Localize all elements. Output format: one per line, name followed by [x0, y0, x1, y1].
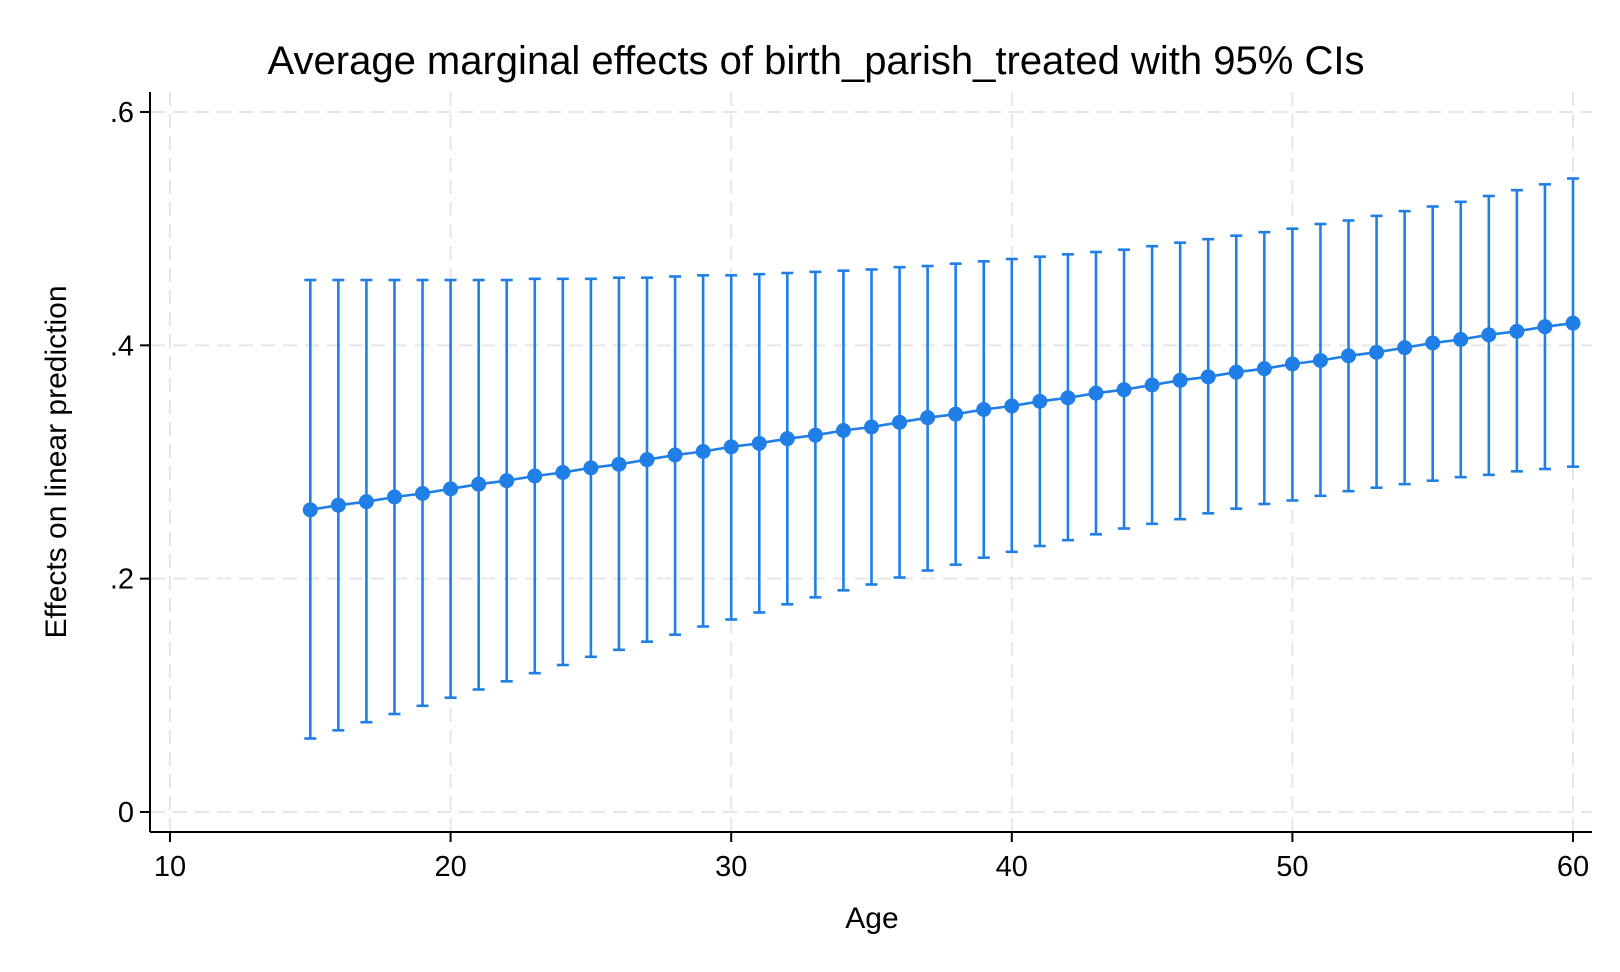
data-point — [330, 497, 346, 513]
data-point — [527, 468, 543, 484]
data-point — [1060, 390, 1076, 406]
x-tick-label: 40 — [996, 851, 1028, 883]
data-point — [892, 414, 908, 430]
data-point — [1144, 377, 1160, 393]
data-point — [920, 410, 936, 426]
data-point — [1032, 393, 1048, 409]
y-tick-label: .2 — [110, 564, 134, 596]
data-point — [1537, 319, 1553, 335]
x-tick-label: 60 — [1557, 851, 1589, 883]
data-point — [639, 452, 655, 468]
y-tick-label: .6 — [110, 97, 134, 129]
y-tick-label: 0 — [118, 797, 134, 829]
data-point — [1312, 353, 1328, 368]
data-point — [583, 460, 599, 476]
data-point — [1172, 372, 1188, 388]
data-point — [1088, 385, 1104, 401]
ticks: 0 .2 .4 .6 10 20 30 40 50 60 — [110, 97, 1589, 883]
x-tick-label: 50 — [1276, 851, 1308, 883]
x-tick-label: 20 — [434, 851, 466, 883]
data-point — [1004, 398, 1020, 414]
data-point — [1369, 344, 1385, 360]
data-point — [1481, 327, 1497, 343]
data-point — [443, 481, 459, 497]
data-point — [499, 473, 515, 489]
data-point — [948, 406, 964, 422]
data-point — [1228, 364, 1244, 380]
chart-title: Average marginal effects of birth_parish… — [268, 39, 1365, 83]
data-point — [695, 444, 711, 459]
data-point — [1425, 335, 1441, 351]
data-point — [471, 476, 487, 492]
data-point — [386, 489, 402, 505]
data-point — [1509, 323, 1525, 339]
y-tick-label: .4 — [110, 330, 134, 362]
data-point — [723, 439, 739, 455]
axes — [149, 92, 1592, 833]
data-point — [1453, 332, 1469, 347]
data-point — [1397, 340, 1413, 356]
data-point — [835, 423, 851, 438]
x-tick-label: 10 — [154, 851, 186, 883]
series-line — [310, 321, 1574, 512]
data-point — [667, 447, 683, 463]
data-point — [1565, 315, 1581, 331]
data-point — [864, 419, 879, 435]
data-point — [751, 435, 767, 451]
data-point — [976, 402, 992, 417]
y-axis-title: Effects on linear prediction — [40, 286, 73, 639]
x-tick-label: 30 — [715, 851, 747, 883]
data-point — [358, 494, 374, 510]
x-axis-title: Age — [845, 902, 898, 935]
data-point — [1116, 382, 1132, 398]
confidence-intervals — [304, 177, 1579, 740]
data-point — [611, 456, 627, 472]
data-point — [1200, 369, 1216, 385]
series-polyline — [310, 321, 1574, 512]
data-point — [555, 465, 571, 480]
data-point — [302, 502, 318, 518]
data-point — [1341, 348, 1357, 364]
data-point — [807, 427, 823, 443]
series-points — [302, 315, 1581, 518]
data-point — [415, 486, 431, 501]
data-point — [1284, 356, 1300, 372]
data-point — [779, 431, 795, 447]
data-point — [1256, 361, 1272, 377]
